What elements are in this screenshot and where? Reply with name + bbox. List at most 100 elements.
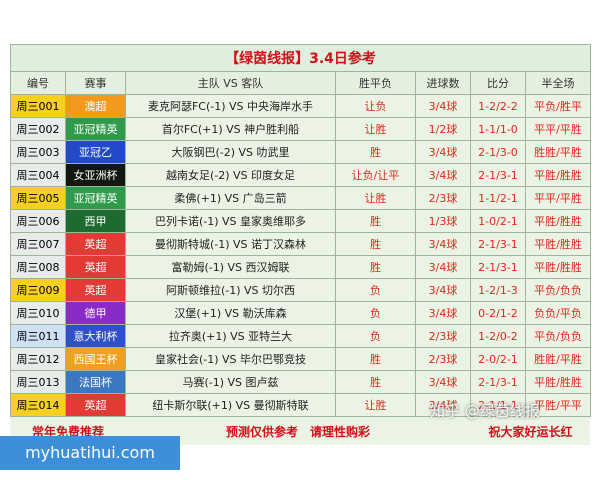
cell: 西甲: [65, 209, 126, 233]
cell: 周三005: [10, 186, 66, 210]
cell: 平平/平胜: [525, 186, 591, 210]
cell: 平负/负负: [525, 278, 591, 302]
cell: 3/4球: [415, 232, 471, 256]
site-watermark: myhuatihui.com: [0, 436, 180, 470]
cell: 周三007: [10, 232, 66, 256]
cell: 皇家社会(-1) VS 毕尔巴鄂竞技: [125, 347, 336, 371]
column-header: 进球数: [415, 71, 471, 95]
cell: 2/3球: [415, 324, 471, 348]
cell: 让胜: [335, 393, 416, 417]
cell: 周三012: [10, 347, 66, 371]
row: 周三001 澳超 麦克阿瑟FC(-1) VS 中央海岸水手 让负 3/4球 1-2/2-2…: [10, 94, 591, 118]
cell: 1-0/2-1: [470, 209, 526, 233]
cell: 周三006: [10, 209, 66, 233]
cell: 周三002: [10, 117, 66, 141]
cell: 周三009: [10, 278, 66, 302]
cell: 3/4球: [415, 278, 471, 302]
cell: 平负/胜平: [525, 94, 591, 118]
cell: 平胜/胜胜: [525, 232, 591, 256]
cell: 1-2/1-3: [470, 278, 526, 302]
cell: 澳超: [65, 94, 126, 118]
footer-text: 常年免费推荐: [31, 424, 104, 439]
cell: 德甲: [65, 301, 126, 325]
cell: 3/4球: [415, 370, 471, 394]
row: 周三013 法国杯 马赛(-1) VS 图卢兹胜 3/4球 2-1/3-1 平胜/胜胜: [10, 370, 591, 394]
row: 周三006 西甲 巴列卡诺(-1) VS 皇家奥维耶多胜 1/3球 1-0/2-1 平胜/…: [10, 209, 591, 233]
cell: 3/4球: [415, 393, 471, 417]
cell: 越南女足(-2) VS 印度女足: [125, 163, 336, 187]
row: 周三007 英超 曼彻斯特城(-1) VS 诺丁汉森林胜 3/4球 2-1/3-1 平胜/…: [10, 232, 591, 256]
cell: 女亚洲杯: [65, 163, 126, 187]
cell: 麦克阿瑟FC(-1) VS 中央海岸水手: [125, 94, 336, 118]
cell: 让胜: [335, 117, 416, 141]
cell: 平胜/胜胜: [525, 163, 591, 187]
column-header: 半全场: [525, 71, 591, 95]
cell: 法国杯: [65, 370, 126, 394]
cell: 英超: [65, 278, 126, 302]
cell: 首尔FC(+1) VS 神户胜利船: [125, 117, 336, 141]
cell: 平负/负负: [525, 324, 591, 348]
cell: 胜: [335, 347, 416, 371]
column-header: 主队 VS 客队: [125, 71, 336, 95]
cell: 亚冠精英: [65, 186, 126, 210]
cell: 周三013: [10, 370, 66, 394]
cell: 周三014: [10, 393, 66, 417]
cell: 2-1/3-1: [470, 255, 526, 279]
cell: 1-1/1-0: [470, 117, 526, 141]
cell: 周三010: [10, 301, 66, 325]
cell: 胜: [335, 232, 416, 256]
header-row: 编号 赛事 主队 VS 客队 胜平负 进球数 比分 半全场: [10, 71, 591, 95]
cell: 2-1/1-1: [470, 393, 526, 417]
row: 周三010 德甲 汉堡(+1) VS 勒沃库森负 3/4球 0-2/1-2 负负/平负: [10, 301, 591, 325]
row: 周三009 英超 阿斯顿维拉(-1) VS 切尔西负 3/4球 1-2/1-3 平负/负负: [10, 278, 591, 302]
cell: 2-1/3-1: [470, 370, 526, 394]
row: 周三005 亚冠精英 柔佛(+1) VS 广岛三箭 让胜 2/3球 1-1/2-1 平平/平…: [10, 186, 591, 210]
cell: 3/4球: [415, 140, 471, 164]
table: 【绿茵线报】3.4日参考 编号 赛事 主队 VS 客队 胜平负 进球数 比分 半全场 周三00…: [10, 44, 591, 445]
cell: 2-1/3-0: [470, 140, 526, 164]
cell: 2/3球: [415, 347, 471, 371]
column-header: 编号: [10, 71, 66, 95]
cell: 马赛(-1) VS 图卢兹: [125, 370, 336, 394]
cell: 负负/平负: [525, 301, 591, 325]
cell: 让负/让平: [335, 163, 416, 187]
column-header: 赛事: [65, 71, 126, 95]
cell: 周三011: [10, 324, 66, 348]
column-header: 胜平负: [335, 71, 416, 95]
cell: 胜胜/平胜: [525, 140, 591, 164]
cell: 柔佛(+1) VS 广岛三箭: [125, 186, 336, 210]
cell: 平平/平胜: [525, 117, 591, 141]
cell: 意大利杯: [65, 324, 126, 348]
cell: 负: [335, 301, 416, 325]
cell: 2-1/3-1: [470, 232, 526, 256]
cell: 英超: [65, 255, 126, 279]
cell: 负: [335, 278, 416, 302]
cell: 让胜: [335, 186, 416, 210]
cell: 1-1/2-1: [470, 186, 526, 210]
cell: 英超: [65, 232, 126, 256]
cell: 1/2球: [415, 117, 471, 141]
cell: 亚冠乙: [65, 140, 126, 164]
cell: 西国王杯: [65, 347, 126, 371]
row: 周三008 英超 富勒姆(-1) VS 西汉姆联胜 3/4球 2-1/3-1 平胜/胜胜: [10, 255, 591, 279]
cell: 1-2/2-2: [470, 94, 526, 118]
cell: 周三001: [10, 94, 66, 118]
row: 周三012 西国王杯 皇家社会(-1) VS 毕尔巴鄂竞技胜 2/3球 2-0/2-1 胜…: [10, 347, 591, 371]
cell: 2-1/3-1: [470, 163, 526, 187]
title: 【绿茵线报】3.4日参考: [10, 44, 591, 72]
cell: 3/4球: [415, 255, 471, 279]
cell: 3/4球: [415, 163, 471, 187]
cell: 汉堡(+1) VS 勒沃库森: [125, 301, 336, 325]
cell: 阿斯顿维拉(-1) VS 切尔西: [125, 278, 336, 302]
cell: 胜: [335, 255, 416, 279]
cell: 3/4球: [415, 94, 471, 118]
footer-text: 祝大家好运长红: [488, 424, 573, 439]
cell: 1-2/0-2: [470, 324, 526, 348]
cell: 胜: [335, 209, 416, 233]
cell: 平胜/胜胜: [525, 255, 591, 279]
cell: 0-2/1-2: [470, 301, 526, 325]
cell: 纽卡斯尔联(+1) VS 曼彻斯特联: [125, 393, 336, 417]
zhihu-watermark: 知乎 @绿茵线报: [430, 402, 540, 420]
sheet: 【绿茵线报】3.4日参考 编号 赛事 主队 VS 客队 胜平负 进球数 比分 半全场 周三00…: [10, 44, 591, 445]
